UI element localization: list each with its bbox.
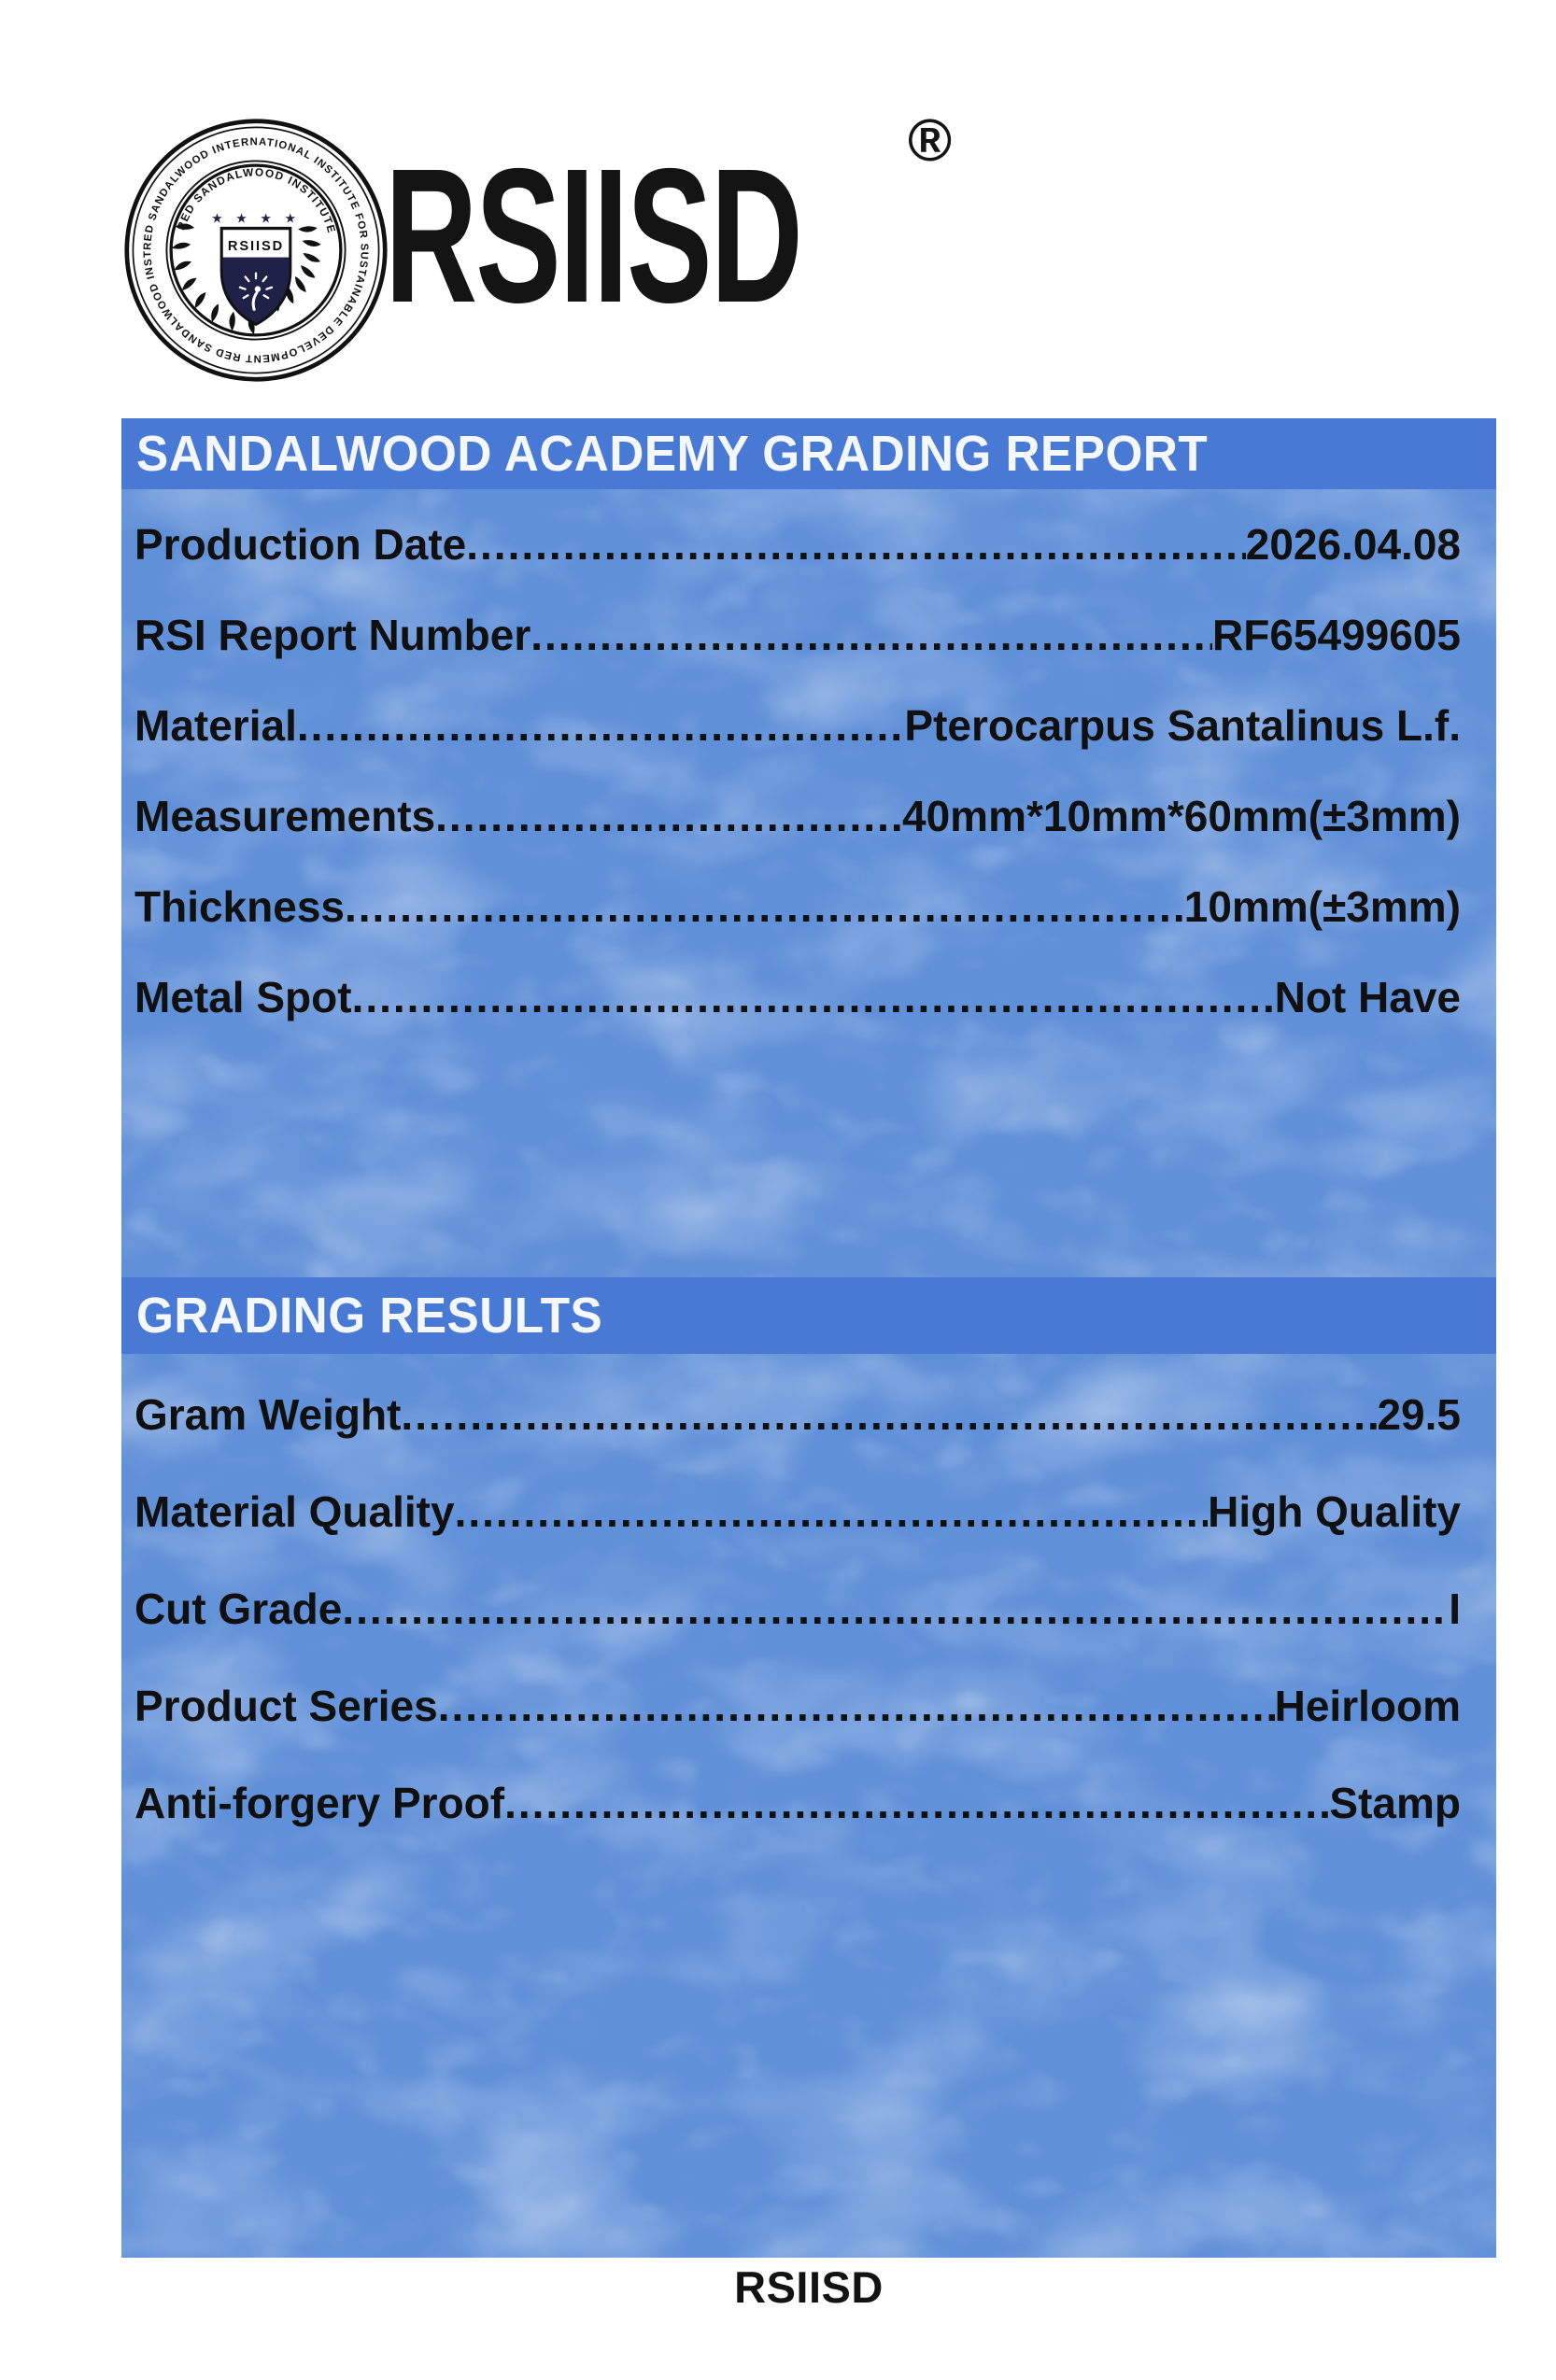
seal-tree-icon (238, 272, 274, 311)
field-row-report-number: RSI Report Number RF65499605 (121, 591, 1496, 682)
field-label: Material (134, 701, 297, 750)
results-fields: Gram Weight 29.5 Material Quality High Q… (121, 1367, 1496, 1852)
field-row-gram-weight: Gram Weight 29.5 (121, 1367, 1496, 1464)
field-label: Metal Spot (134, 973, 352, 1021)
report-header-title: SANDALWOOD ACADEMY GRADING REPORT (136, 426, 1209, 482)
report-fields: Production Date 2026.04.08 RSI Report Nu… (121, 500, 1496, 1044)
field-value: Pterocarpus Santalinus L.f. (904, 701, 1461, 750)
field-value: Heirloom (1274, 1682, 1461, 1730)
dot-leader (345, 881, 1184, 932)
field-label: RSI Report Number (134, 611, 531, 659)
field-label: Material Quality (134, 1487, 455, 1536)
field-row-thickness: Thickness 10mm(±3mm) (121, 863, 1496, 953)
brand-wordmark: RSIISD (385, 129, 803, 343)
dot-leader (342, 1584, 1449, 1634)
dot-leader (530, 610, 1212, 660)
field-row-measurements: Measurements 40mm*10mm*60mm(±3mm) (121, 772, 1496, 863)
seal-shield-label: RSIISD (228, 239, 284, 254)
field-value: 10mm(±3mm) (1183, 882, 1461, 931)
dot-leader (466, 519, 1246, 570)
field-value: 40mm*10mm*60mm(±3mm) (902, 792, 1461, 840)
dot-leader (455, 1486, 1209, 1537)
field-value: 2026.04.08 (1245, 520, 1461, 569)
field-value: Stamp (1329, 1779, 1461, 1827)
field-label: Product Series (134, 1682, 438, 1730)
field-label: Production Date (134, 520, 467, 569)
results-header-title: GRADING RESULTS (136, 1288, 603, 1344)
field-value: I (1449, 1584, 1461, 1633)
report-header-bar: SANDALWOOD ACADEMY GRADING REPORT (121, 418, 1496, 489)
field-label: Cut Grade (134, 1584, 343, 1633)
field-row-cut-grade: Cut Grade I (121, 1561, 1496, 1658)
dot-leader (435, 791, 902, 841)
dot-leader (297, 700, 905, 751)
footer-brand-text: RSIISD (734, 2262, 884, 2312)
field-value: RF65499605 (1212, 611, 1461, 659)
field-label: Measurements (134, 792, 436, 840)
dot-leader (504, 1778, 1329, 1828)
seal-stars: ★ ★ ★ ★ (211, 212, 301, 227)
field-label: Thickness (134, 882, 345, 931)
registered-trademark-symbol: ® (908, 106, 953, 174)
field-label: Gram Weight (134, 1390, 402, 1439)
field-row-production-date: Production Date 2026.04.08 (121, 500, 1496, 591)
field-row-product-series: Product Series Heirloom (121, 1658, 1496, 1755)
field-row-material-quality: Material Quality High Quality (121, 1464, 1496, 1561)
results-header-bar: GRADING RESULTS (121, 1277, 1496, 1354)
field-row-anti-forgery: Anti-forgery Proof Stamp (121, 1755, 1496, 1852)
field-value: Not Have (1274, 973, 1461, 1021)
field-row-metal-spot: Metal Spot Not Have (121, 953, 1496, 1044)
rsiisd-seal-logo: RED SANDALWOOD INTERNATIONAL INSTITUTE F… (123, 114, 388, 382)
seal-shield: RSIISD (219, 226, 292, 327)
field-value: High Quality (1208, 1487, 1461, 1536)
dot-leader (352, 972, 1275, 1022)
dot-leader (438, 1681, 1275, 1731)
dot-leader (401, 1389, 1377, 1440)
certificate-panel: SANDALWOOD ACADEMY GRADING REPORT Produc… (121, 418, 1496, 2258)
field-label: Anti-forgery Proof (134, 1779, 505, 1827)
field-value: 29.5 (1377, 1390, 1461, 1439)
field-row-material: Material Pterocarpus Santalinus L.f. (121, 682, 1496, 772)
